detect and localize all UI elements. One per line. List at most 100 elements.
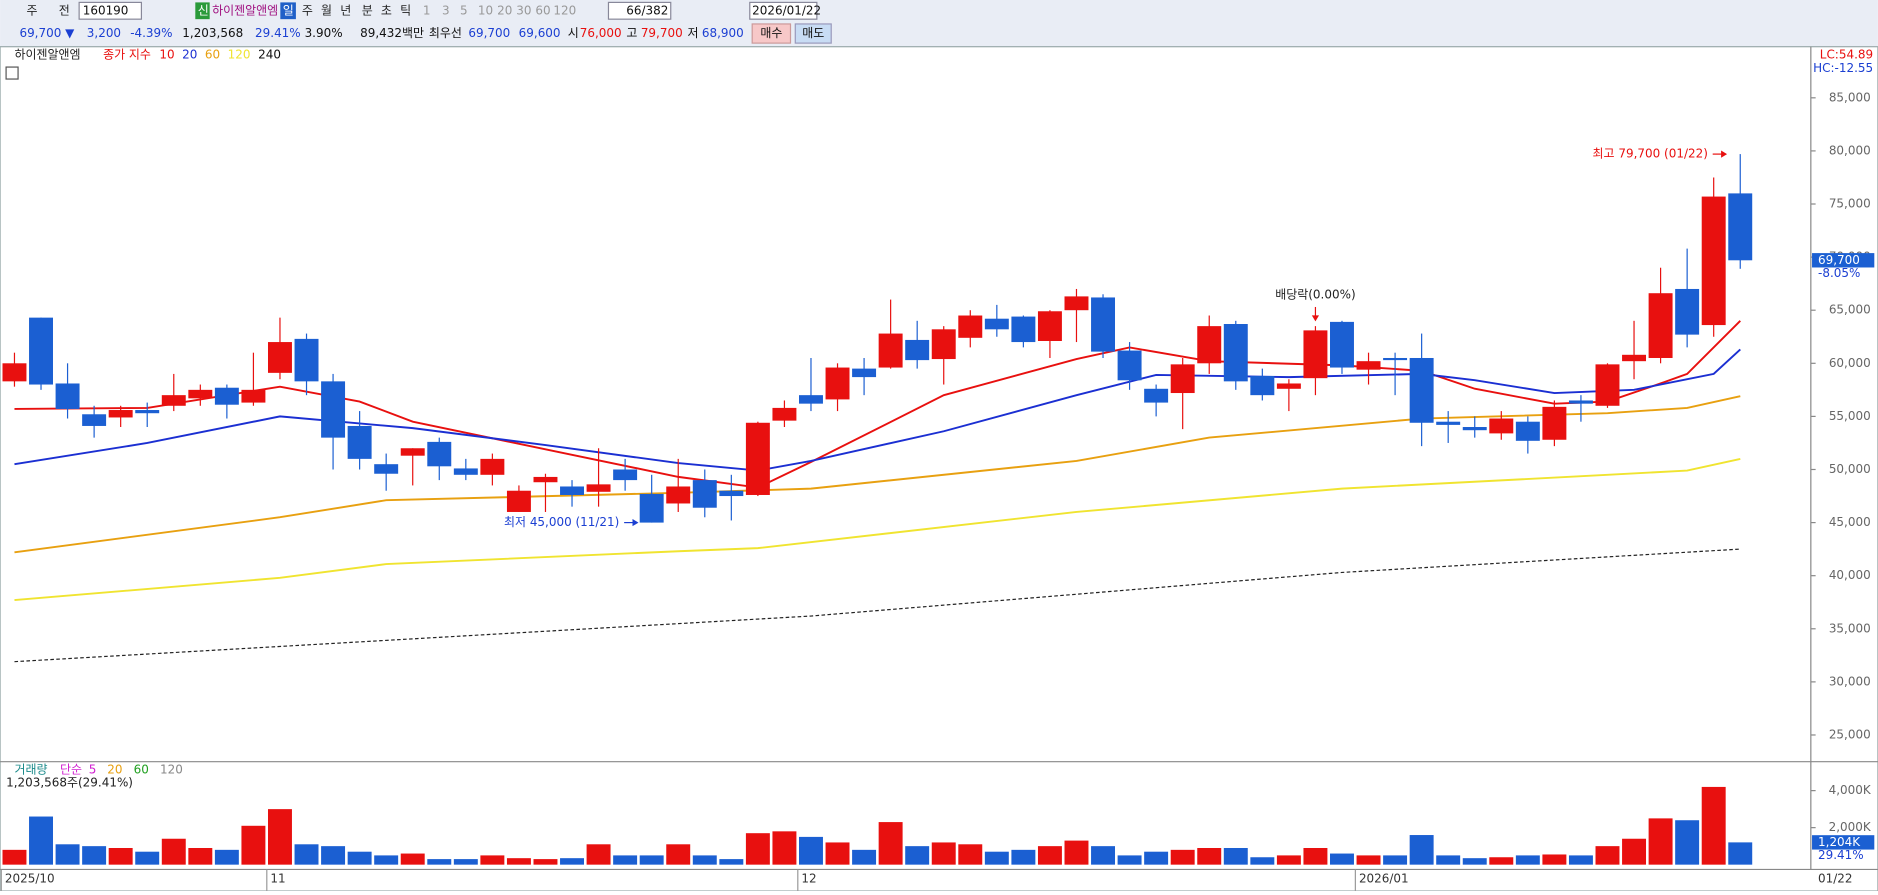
volume-bar xyxy=(1701,786,1726,865)
chart-title: 하이젠알앤엠 xyxy=(14,48,80,62)
volume-bar xyxy=(1383,855,1408,865)
volume-bar xyxy=(984,851,1009,865)
page-text: 66/382 xyxy=(626,3,668,17)
quote-buy: 매수 xyxy=(760,26,782,40)
period-button: 주 xyxy=(302,3,313,17)
volume-bar xyxy=(480,855,505,865)
candle-body xyxy=(161,395,186,406)
candle-body xyxy=(82,414,107,426)
candle-body xyxy=(241,389,266,403)
volume-bar xyxy=(1409,835,1434,865)
volume-bar xyxy=(958,844,983,865)
candle-body xyxy=(772,407,797,421)
button: 전 xyxy=(59,3,70,17)
volume-ma-label: 단순 xyxy=(60,763,82,777)
ma-label: 종가 지수 xyxy=(103,48,151,62)
volume-bar xyxy=(1223,847,1248,865)
y-tick-label: 30,000 xyxy=(1829,674,1871,688)
volume-bar xyxy=(1595,846,1620,865)
toolbar-bg xyxy=(0,0,1878,47)
candle-body xyxy=(1303,330,1328,379)
interval-button: 60 xyxy=(535,3,550,17)
candle-body xyxy=(1064,296,1089,311)
candle-body xyxy=(613,469,638,481)
y-tick-label: 60,000 xyxy=(1829,356,1871,370)
volume-bar xyxy=(719,859,744,865)
volume-bar xyxy=(852,849,877,865)
candle-body xyxy=(1568,400,1593,404)
volume-bar xyxy=(374,855,399,865)
candle-body xyxy=(1197,326,1222,364)
volume-bar xyxy=(55,844,80,865)
volume-bar xyxy=(878,822,903,865)
y-tick-label: 85,000 xyxy=(1829,90,1871,104)
candle-body xyxy=(1595,364,1620,406)
volume-bar xyxy=(1330,853,1354,865)
arrow-head xyxy=(1721,150,1728,158)
quote-volume: 1,203,568 xyxy=(182,26,243,40)
ma-line xyxy=(14,548,1741,663)
candle-body xyxy=(1330,321,1354,368)
arrow-head xyxy=(632,518,639,527)
volume-bar xyxy=(613,855,638,865)
candle-body xyxy=(1356,361,1381,370)
volume-bar xyxy=(1170,849,1195,865)
volume-bar xyxy=(321,846,346,865)
sell-button[interactable] xyxy=(794,23,832,44)
volume-bar xyxy=(1622,838,1647,865)
y-tick-label: 2,000K xyxy=(1829,820,1872,834)
y-tick-label: 35,000 xyxy=(1829,621,1871,635)
candle-body xyxy=(1409,357,1434,423)
volume-bar xyxy=(1515,855,1540,865)
high-annotation: 최고 79,700 (01/22) xyxy=(1593,147,1708,161)
candle-body xyxy=(719,490,744,497)
chart-bg xyxy=(0,46,1878,892)
volume-bar xyxy=(799,836,823,865)
volume-bar xyxy=(639,855,664,865)
quote-other-pct: 3.90% xyxy=(305,26,343,40)
quote-low: 68,900 xyxy=(702,26,744,40)
candle-body xyxy=(1515,421,1540,441)
candle-body xyxy=(55,383,80,409)
code-input[interactable] xyxy=(78,1,143,20)
quote-amount: 89,432백만 xyxy=(360,26,424,40)
volume-bar xyxy=(400,853,425,865)
candle-body xyxy=(666,486,691,504)
legend-entry: 5 xyxy=(89,763,97,777)
candle-body xyxy=(188,389,213,399)
ex-dividend-annotation: 배당락(0.00%) xyxy=(1275,287,1355,301)
volume-bar xyxy=(82,846,107,865)
x-tick-label: 12 xyxy=(801,872,816,886)
buy-button[interactable] xyxy=(751,23,792,44)
candle-body xyxy=(1144,388,1169,403)
candle-body xyxy=(427,441,452,467)
legend-entry: 120 xyxy=(160,763,183,777)
quote-bid: 69,600 xyxy=(519,26,561,40)
volume-bar xyxy=(1489,857,1514,865)
volume-bar xyxy=(1436,855,1461,865)
date-box[interactable] xyxy=(749,1,818,20)
candle-body xyxy=(1622,354,1647,362)
volume-bar xyxy=(506,858,531,865)
legend-entry: 20 xyxy=(107,763,122,777)
candle-body xyxy=(214,387,239,405)
candle-body xyxy=(1011,316,1036,343)
y-tick-label: 50,000 xyxy=(1829,462,1871,476)
interval-button: 10 xyxy=(478,3,493,17)
candle-body xyxy=(400,448,425,456)
date-text: 2026/01/22 xyxy=(752,3,821,17)
last-volume-pct: 29.41% xyxy=(1818,848,1864,862)
volume-bar xyxy=(905,846,930,865)
volume-bar xyxy=(1064,840,1089,865)
quote-change-pct: -4.39% xyxy=(130,26,172,40)
candle-body xyxy=(931,329,956,360)
grid-icon[interactable] xyxy=(5,66,19,80)
quote-open-label: 시 xyxy=(568,26,579,40)
volume-bar xyxy=(1728,842,1753,865)
candle-body xyxy=(1037,311,1062,341)
quote-open: 76,000 xyxy=(580,26,622,40)
x-tick-label: 2026/01 xyxy=(1359,872,1409,886)
period-button: 년 xyxy=(340,3,351,17)
period-active[interactable] xyxy=(280,2,296,20)
